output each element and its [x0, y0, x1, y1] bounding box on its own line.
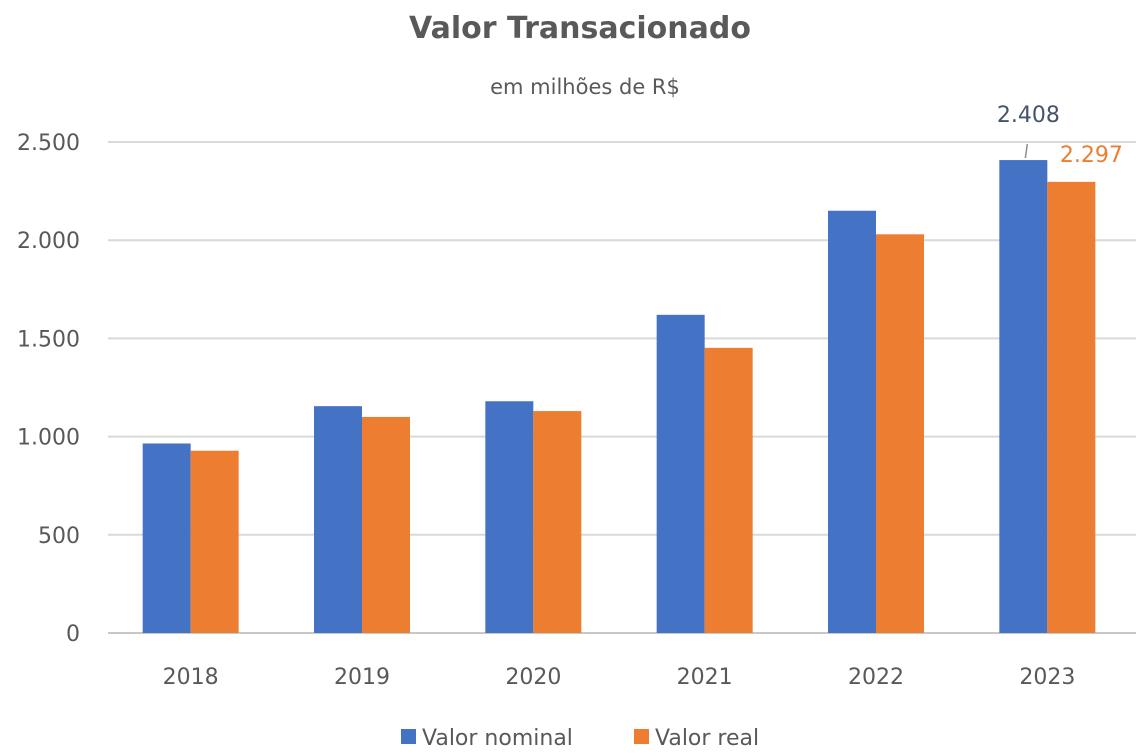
legend-label-valor-nominal: Valor nominal [422, 726, 573, 751]
bar-valor-nominal-2019 [314, 406, 362, 633]
x-tick-label: 2019 [334, 665, 390, 690]
y-tick-label: 2.500 [17, 131, 80, 156]
legend-label-valor-real: Valor real [655, 726, 759, 751]
x-tick-label: 2021 [677, 665, 733, 690]
bar-valor-real-2023 [1047, 181, 1096, 633]
bar-valor-nominal-2023 [999, 160, 1048, 634]
bar-valor-real-2022 [876, 234, 924, 634]
bar-valor-nominal-2020 [485, 401, 534, 633]
x-axis: 2018 2019 2020 2021 2022 2023 [163, 665, 1076, 690]
bar-valor-real-2018 [190, 450, 239, 633]
y-tick-label: 2.000 [17, 229, 80, 254]
y-tick-label: 1.500 [17, 327, 80, 352]
chart-title: Valor Transacionado [409, 11, 751, 46]
bar-valor-nominal-2021 [656, 314, 705, 633]
x-tick-label: 2018 [163, 665, 219, 690]
bars [142, 160, 1096, 634]
bar-valor-real-2021 [704, 347, 753, 633]
y-tick-label: 0 [66, 622, 80, 647]
x-tick-label: 2023 [1019, 665, 1075, 690]
data-label-nominal-2023: 2.408 [997, 103, 1060, 128]
x-tick-label: 2022 [848, 665, 904, 690]
legend-swatch-valor-nominal [401, 729, 416, 744]
bar-valor-nominal-2018 [142, 443, 191, 633]
y-axis: 0 500 1.000 1.500 2.000 2.500 [17, 131, 80, 647]
legend: Valor nominal Valor real [401, 726, 759, 751]
data-label-real-2023: 2.297 [1060, 143, 1123, 168]
bar-valor-nominal-2022 [828, 210, 876, 634]
gridlines [108, 141, 1136, 634]
bar-valor-real-2020 [533, 411, 582, 633]
y-tick-label: 500 [38, 524, 80, 549]
x-tick-label: 2020 [505, 665, 561, 690]
y-tick-label: 1.000 [17, 426, 80, 451]
chart-subtitle: em milhões de R$ [490, 75, 680, 99]
leader-line [1024, 143, 1029, 159]
bar-valor-real-2019 [362, 416, 410, 633]
legend-swatch-valor-real [634, 729, 649, 744]
